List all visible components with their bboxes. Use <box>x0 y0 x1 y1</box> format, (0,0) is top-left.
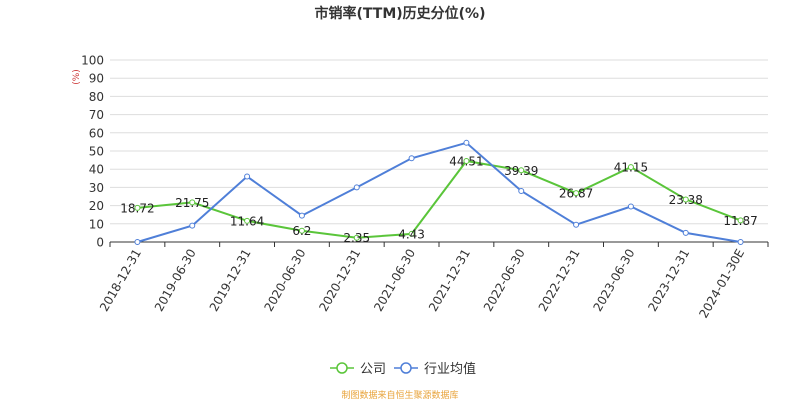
series-line-1 <box>137 141 741 243</box>
x-tick-label: 2021-06-30 <box>371 247 418 314</box>
data-label: 44.51 <box>449 154 483 168</box>
data-labels: 18.72 21.75 11.64 6.2 2.35 4.43 44.51 39.39 26.8… <box>120 154 758 245</box>
x-tick-label: 2019-06-30 <box>152 247 199 314</box>
data-label: 18.72 <box>120 201 154 215</box>
data-point[interactable] <box>244 217 251 224</box>
x-tick-label: 2019-12-31 <box>207 246 254 313</box>
data-point[interactable] <box>518 188 525 195</box>
x-tick-label: 2021-12-31 <box>426 246 473 313</box>
data-point[interactable] <box>298 227 305 234</box>
x-tick-label: 2022-06-30 <box>481 247 528 314</box>
y-tick-label: 90 <box>89 72 104 86</box>
series-line-0 <box>137 159 741 239</box>
data-label: 11.87 <box>723 214 757 228</box>
data-label: 26.87 <box>559 187 593 201</box>
y-tick-label: 40 <box>89 163 104 177</box>
legend-label: 行业均值 <box>424 361 476 377</box>
data-label: 6.2 <box>292 224 311 238</box>
y-axis-unit-label: (%) <box>72 69 82 85</box>
data-point[interactable] <box>353 234 360 241</box>
x-tick-label: 2020-12-31 <box>316 247 363 314</box>
data-label: 2.35 <box>343 231 370 245</box>
x-tick-label: 2018-12-31 <box>97 247 144 314</box>
chart-title: 市销率(TTM)历史分位(%) <box>315 5 486 22</box>
legend: 公司 行业均值 <box>330 361 476 377</box>
data-point[interactable] <box>408 155 415 162</box>
legend-item-1[interactable]: 行业均值 <box>394 361 476 377</box>
legend-marker <box>400 362 412 374</box>
y-tick-label: 10 <box>89 217 104 231</box>
source-note: 制图数据来自恒生聚源数据库 <box>341 389 458 400</box>
data-point[interactable] <box>682 196 689 203</box>
data-label: 39.39 <box>504 164 538 178</box>
data-point[interactable] <box>518 167 525 174</box>
data-point[interactable] <box>189 199 196 206</box>
data-point[interactable] <box>189 222 196 229</box>
y-tick-label: 100 <box>81 54 104 68</box>
y-tick-label: 20 <box>89 199 104 213</box>
data-point[interactable] <box>463 139 470 146</box>
data-label: 11.64 <box>230 214 264 228</box>
legend-item-0[interactable]: 公司 <box>330 362 386 377</box>
y-tick-label: 30 <box>89 181 104 195</box>
data-point[interactable] <box>682 229 689 236</box>
y-tick-label: 50 <box>89 145 104 159</box>
y-tick-label: 0 <box>96 236 104 250</box>
data-point[interactable] <box>627 164 634 171</box>
data-label: 23.38 <box>669 193 703 207</box>
data-point[interactable] <box>408 230 415 237</box>
data-point[interactable] <box>353 184 360 191</box>
data-label: 21.75 <box>175 196 209 210</box>
data-label: 41.15 <box>614 161 648 175</box>
data-point[interactable] <box>573 221 580 228</box>
legend-label: 公司 <box>360 362 386 377</box>
data-point[interactable] <box>244 173 251 180</box>
y-tick-label: 80 <box>89 90 104 104</box>
data-point[interactable] <box>298 212 305 219</box>
x-tick-label: 2020-06-30 <box>262 247 309 314</box>
data-point[interactable] <box>134 204 141 211</box>
x-tick-label: 2024-01-30E <box>696 247 747 321</box>
data-point[interactable] <box>573 190 580 197</box>
y-tick-label: 70 <box>89 108 104 122</box>
x-tick-label: 2023-06-30 <box>591 247 638 314</box>
data-point[interactable] <box>463 157 470 164</box>
data-point[interactable] <box>627 203 634 210</box>
data-point[interactable] <box>737 217 744 224</box>
y-tick-label: 60 <box>89 126 104 140</box>
x-tick-label: 2022-12-31 <box>536 247 583 314</box>
data-point[interactable] <box>134 239 141 245</box>
x-tick-label: 2023-12-31 <box>645 247 692 314</box>
data-point[interactable] <box>737 239 744 245</box>
data-label: 4.43 <box>398 227 425 241</box>
series-lines <box>134 139 744 245</box>
legend-marker <box>336 362 348 374</box>
